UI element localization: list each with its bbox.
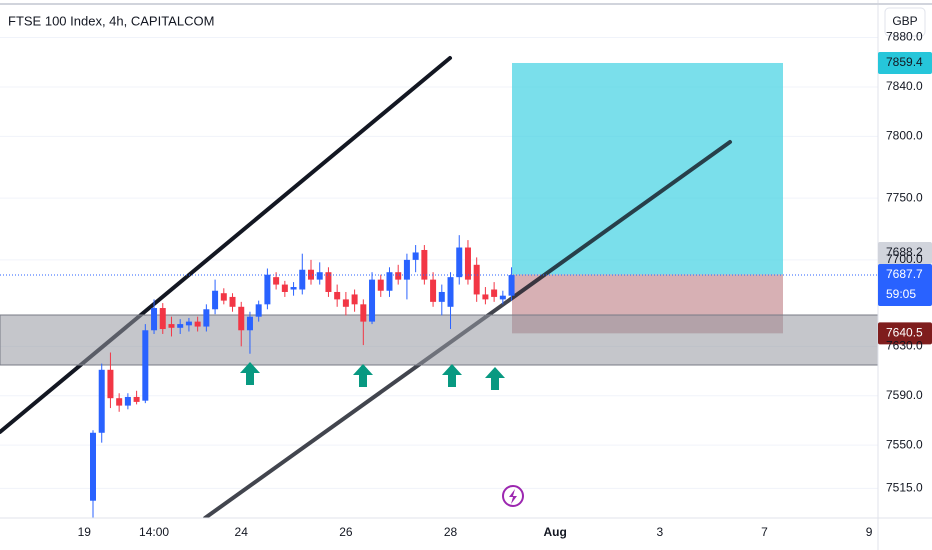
up-arrow: [485, 367, 505, 390]
candle-body: [168, 324, 175, 328]
candle-body: [151, 308, 158, 331]
candle-body: [316, 272, 323, 280]
price-tag-label: 7859.4: [886, 55, 923, 69]
candle-body: [403, 259, 410, 280]
price-tag: [878, 51, 932, 74]
candle-body: [482, 294, 489, 300]
price-tag-label: 7688.2: [886, 245, 923, 259]
candle-body: [412, 252, 419, 260]
candle-body: [255, 304, 262, 317]
candle-body: [290, 287, 297, 290]
y-tick-label: 7840.0: [886, 79, 923, 93]
candle-body: [273, 277, 280, 285]
currency-button[interactable]: [884, 7, 926, 37]
candle-body: [246, 316, 253, 331]
candle-body: [212, 290, 219, 310]
up-arrow: [240, 362, 260, 385]
candle-body: [90, 432, 96, 501]
candle-body: [447, 277, 454, 307]
candle-body: [334, 291, 341, 300]
x-tick-label: 28: [444, 525, 458, 539]
x-tick-label: 26: [339, 525, 353, 539]
candle-body: [116, 398, 123, 406]
chart-title: FTSE 100 Index, 4h, CAPITALCOM: [8, 13, 214, 28]
candle-body: [194, 321, 201, 327]
candle-body: [351, 294, 358, 305]
candle-body: [238, 306, 245, 331]
candle-body: [133, 396, 140, 402]
price-tag: [878, 242, 932, 265]
candle-body: [142, 330, 149, 401]
last-price-label: 7687.7: [886, 267, 923, 281]
candle-body: [220, 293, 227, 301]
candle-body: [124, 396, 131, 406]
candle-body: [369, 279, 376, 322]
candle-body: [456, 247, 463, 278]
candle-body: [421, 249, 428, 280]
y-tick-label: 7515.0: [886, 481, 923, 495]
up-arrow: [442, 364, 462, 387]
price-tag-label: 7640.5: [886, 326, 923, 340]
x-tick-label: 14:00: [139, 525, 169, 539]
candle-body: [177, 324, 184, 328]
arrows: [240, 362, 505, 390]
y-tick-label: 7630.0: [886, 338, 923, 352]
candle-body: [499, 295, 506, 300]
y-tick-label: 7880.0: [886, 30, 923, 44]
candle-body: [395, 272, 402, 280]
up-arrow: [353, 364, 373, 387]
candle-body: [464, 247, 471, 280]
candle-body: [386, 272, 393, 291]
candle-body: [185, 321, 192, 326]
y-tick-label: 7590.0: [886, 388, 923, 402]
event-icon[interactable]: [502, 485, 524, 507]
countdown-label: 59:05: [886, 287, 916, 301]
price-tag: [878, 322, 932, 345]
candle-body: [107, 369, 114, 399]
event-bolt: [509, 489, 517, 504]
candle-body: [281, 284, 288, 292]
candle-body: [473, 264, 480, 295]
candles: [90, 235, 515, 518]
x-tick-label: 3: [656, 525, 663, 539]
price-tags: 7859.4 7640.5 7688.2 7687.7 59:05: [878, 51, 932, 345]
candle-body: [98, 369, 105, 433]
candle-body: [430, 279, 437, 302]
position-tool: [512, 62, 783, 334]
candle-body: [229, 296, 236, 307]
candle-body: [264, 274, 271, 305]
candle-body: [377, 279, 384, 291]
y-tick-label: 7800.0: [886, 129, 923, 143]
last-price-tag: [878, 264, 932, 307]
candle-body: [342, 299, 349, 307]
trend-line: [0, 56, 452, 434]
candle-body: [203, 309, 210, 327]
x-tick-label: Aug: [543, 525, 566, 539]
x-tick-label: 9: [866, 525, 873, 539]
y-tick-label: 7700.0: [886, 252, 923, 266]
x-tick-label: 7: [761, 525, 768, 539]
candle-body: [325, 272, 332, 292]
candle-body: [438, 291, 445, 302]
candle-body: [491, 289, 498, 297]
x-tick-label: 19: [78, 525, 92, 539]
currency-label: GBP: [892, 14, 917, 28]
support-zone: [0, 314, 878, 366]
x-tick-label: 24: [235, 525, 249, 539]
y-tick-label: 7750.0: [886, 190, 923, 204]
candle-body: [299, 269, 306, 290]
candle-body: [508, 275, 515, 296]
candle-body: [159, 308, 166, 330]
y-tick-label: 7550.0: [886, 437, 923, 451]
candle-body: [308, 269, 314, 280]
target-zone: [512, 62, 783, 275]
candle-body: [360, 304, 367, 322]
title-bg: [0, 8, 240, 36]
